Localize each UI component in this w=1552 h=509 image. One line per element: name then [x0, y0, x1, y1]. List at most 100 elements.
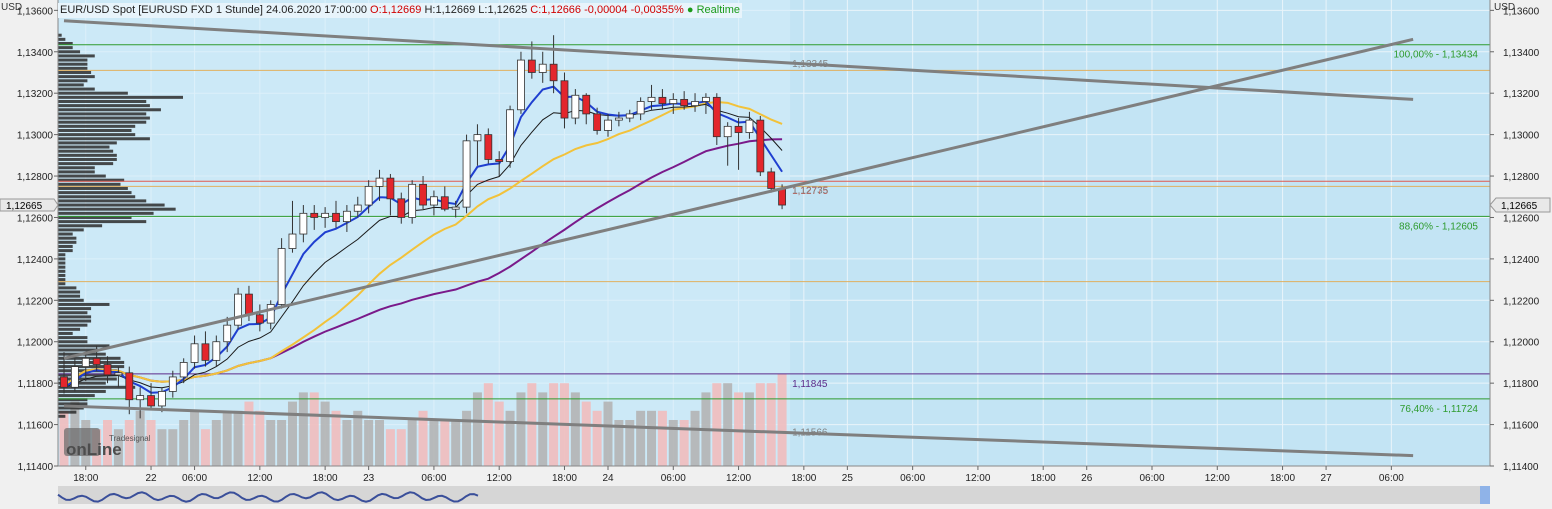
candlesticks	[60, 35, 786, 419]
profile-bar	[58, 174, 106, 178]
y-unit-left: USD	[1, 2, 22, 13]
profile-bar	[58, 128, 132, 132]
x-tick-label: 18:00	[791, 473, 816, 484]
candle-body	[702, 96, 710, 102]
candle-body	[168, 376, 177, 392]
candle-body	[430, 196, 438, 206]
profile-bar	[58, 389, 106, 393]
profile-bar	[58, 236, 77, 240]
profile-bar	[58, 402, 88, 406]
profile-bar	[58, 137, 150, 141]
volume-bar	[516, 392, 526, 466]
profile-bar	[58, 228, 84, 232]
navigator-strip	[57, 486, 1490, 504]
candle-body	[92, 357, 101, 365]
volume-bar	[211, 420, 221, 466]
candle-body	[669, 99, 678, 104]
profile-bar	[58, 406, 84, 410]
x-tick-label: 27	[1321, 473, 1333, 484]
volume-bar	[375, 420, 385, 466]
last-price-left: 1,12665	[0, 198, 59, 212]
line-labels: 100,00% - 1,13434 1,12775 88,60% - 1,12605…	[792, 50, 1478, 439]
x-tick-label: 06:00	[661, 473, 686, 484]
profile-bar	[58, 315, 92, 319]
profile-bar	[58, 381, 106, 385]
profile-bar	[58, 153, 117, 157]
session-shading	[58, 0, 791, 466]
profile-bar	[58, 336, 88, 340]
volume-bar	[353, 410, 363, 466]
x-axis: 18:00 22 06:00 12:00 18:00 23 06:00 12:00 18:00 2…	[58, 465, 1490, 484]
y-tick-label-left: 1,12800	[17, 172, 54, 183]
data-range-shade	[58, 0, 791, 466]
profile-bar	[58, 149, 114, 153]
volume-bar	[168, 429, 178, 466]
profile-bar	[58, 195, 136, 199]
profile-bar	[58, 199, 147, 203]
price-label: 1,13345	[792, 59, 829, 70]
volume-bar	[766, 383, 776, 466]
profile-bar	[58, 278, 66, 282]
profile-bar	[58, 265, 66, 269]
volume-bar	[690, 410, 700, 466]
navigator-line	[57, 491, 479, 503]
profile-bar	[58, 99, 147, 103]
volume-bar	[157, 429, 167, 466]
candle-body	[408, 183, 417, 218]
watermark-logo: onLine	[66, 440, 122, 459]
candle-body	[342, 210, 351, 223]
y-tick-label-right: 1,11800	[1503, 379, 1539, 390]
volume-bar	[266, 420, 276, 466]
candle-body	[560, 80, 569, 119]
y-tick-label-right: 1,12600	[1503, 213, 1540, 224]
y-tick-label-left: 1,13200	[17, 89, 54, 100]
profile-bar	[58, 365, 125, 369]
profile-bar	[58, 286, 77, 290]
candle-body	[680, 99, 689, 107]
x-tick-label: 18:00	[552, 473, 577, 484]
candle-body	[506, 109, 514, 162]
volume-bar	[287, 401, 297, 466]
trendline	[63, 19, 1414, 101]
candle-body	[419, 183, 427, 206]
profile-bar	[58, 211, 154, 215]
y-tick-label-left: 1,12200	[17, 296, 54, 307]
volume-bar	[407, 420, 417, 466]
profile-bar	[58, 104, 150, 108]
y-tick-label-left: 1,13600	[17, 6, 54, 17]
volume-bar	[592, 410, 602, 466]
profile-bar	[58, 323, 88, 327]
volume-bar	[124, 420, 134, 466]
profile-bar	[58, 394, 95, 398]
profile-bar	[58, 145, 110, 149]
y-tick-label-left: 1,11800	[18, 379, 54, 390]
candle-body	[179, 362, 188, 378]
volume-bar	[647, 410, 657, 466]
candle-body	[321, 212, 330, 218]
volume-bar	[255, 410, 265, 466]
x-tick-label: 12:00	[247, 473, 272, 484]
candle-body	[136, 395, 145, 401]
last-price-left-text: 1,12665	[6, 201, 43, 212]
trendline	[63, 404, 1414, 458]
volume-bar	[179, 420, 189, 466]
profile-bar	[58, 191, 132, 195]
candle-body	[212, 341, 221, 361]
realtime-label: Realtime	[696, 4, 740, 16]
profile-bar	[58, 385, 136, 389]
candle-body	[70, 366, 79, 388]
candle-body	[255, 314, 264, 324]
x-tick-label: 12:00	[1205, 473, 1230, 484]
volume-bar	[103, 420, 113, 466]
profile-bar	[58, 269, 66, 273]
candle-body	[125, 372, 134, 401]
volume-bar	[777, 374, 787, 466]
y-tick-label-left: 1,11400	[18, 462, 54, 473]
candle-body	[201, 343, 210, 361]
volume-bar	[614, 420, 624, 466]
profile-bar	[58, 112, 147, 116]
candle-body	[375, 177, 384, 187]
profile-bar	[58, 373, 117, 377]
profile-bar	[58, 170, 95, 174]
profile-bar	[58, 273, 66, 277]
